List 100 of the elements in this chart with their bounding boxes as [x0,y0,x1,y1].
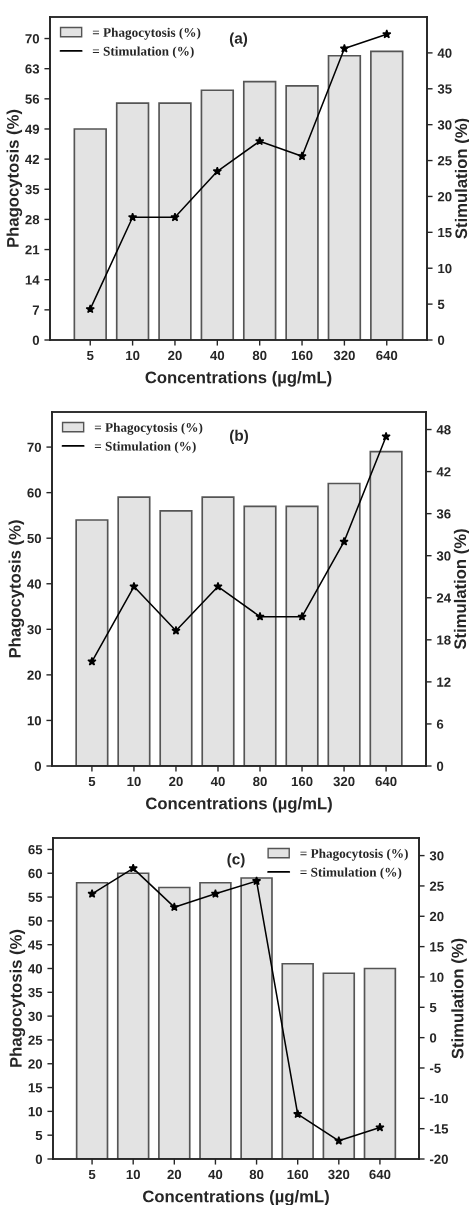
bar [370,50,404,340]
y-tick-label: 50 [27,533,42,544]
point [169,902,179,912]
legend-label: = Phagocytosis (%) [92,27,201,40]
y2-tick-label: 25 [437,156,452,166]
y-tick-label: 63 [25,64,40,74]
y-tick-label: 60 [28,868,43,879]
legend-label: = Phagocytosis (%) [300,848,408,861]
bar [285,85,319,340]
y-tick-label: 70 [25,34,40,44]
y-tick-label: 0 [35,1154,43,1164]
y2-tick-label: 40 [437,48,452,58]
point [170,212,180,222]
bar [327,482,361,766]
point [297,611,307,621]
bar [75,519,109,766]
y2-tick-label: 35 [437,84,452,94]
y2-tick-label: 25 [429,881,444,891]
bar [116,872,150,1159]
bar [285,505,319,766]
x-tick-label: 640 [375,776,397,787]
x-tick-label: 40 [210,776,225,787]
x-tick-label: 640 [369,1169,391,1180]
bar [243,505,277,766]
y2-tick-label: 6 [436,719,444,729]
y-tick-label: 10 [27,716,42,726]
y2-tick-label: 30 [436,551,451,561]
point [251,876,262,886]
y-tick-label: 10 [28,1106,43,1117]
y2-tick-label: 10 [438,263,452,274]
y-tick-label: 14 [25,275,40,285]
y-axis-title: Phagocytosis (%) [6,109,23,247]
y-tick-label: 20 [28,1059,43,1069]
x-axis-title: Concentrations (µg/mL) [143,1190,329,1205]
y-tick-label: 40 [28,964,43,974]
point [212,166,222,176]
x-tick-label: 20 [169,776,183,787]
x-tick-label: 320 [328,1169,350,1180]
point [375,1122,385,1132]
bar [159,510,193,766]
x-tick-label: 10 [126,350,140,361]
x-tick-label: 320 [333,350,355,361]
y-tick-label: 60 [27,488,42,498]
x-tick-label: 5 [88,776,96,787]
bar [201,496,235,766]
bar [115,102,150,340]
y2-tick-label: 24 [436,593,452,603]
legend-label: = Stimulation (%) [300,867,402,880]
legend-label: = Stimulation (%) [94,441,196,454]
point [255,136,265,146]
x-tick-label: 80 [253,776,267,787]
y2-tick-label: 20 [437,192,452,202]
point [334,1135,344,1145]
y-tick-label: 15 [28,1083,43,1093]
y2-tick-label: -10 [429,1093,448,1104]
y2-tick-label: -20 [429,1154,448,1164]
point [339,536,349,546]
y-tick-label: 0 [34,761,42,771]
y-tick-label: 70 [27,442,42,452]
y-axis-title: Phagocytosis (%) [9,929,26,1067]
y2-tick-label: 30 [429,851,444,861]
text: (b) [230,429,248,444]
y2-tick-label: 20 [429,911,444,922]
bar [75,881,109,1159]
text: (c) [227,853,245,868]
y-tick-label: 49 [25,124,40,134]
y-tick-label: 0 [32,335,40,345]
y-axis-title: Phagocytosis (%) [8,520,25,658]
x-tick-label: 40 [210,350,225,361]
point [87,888,97,898]
y2-tick-label: 0 [429,1033,437,1043]
y2-tick-label: 18 [437,635,451,645]
y2-tick-label: 36 [436,509,451,519]
x-tick-label: 640 [376,350,398,361]
bar [363,967,397,1159]
y-tick-label: 65 [28,845,43,855]
y2-axis-title: Stimulation (%) [451,938,467,1059]
point [210,888,221,898]
point [127,212,138,222]
y-tick-label: 5 [35,1130,43,1141]
y-tick-label: 28 [25,214,40,225]
y-tick-label: 56 [25,94,40,104]
point [85,304,95,314]
legend-label: = Phagocytosis (%) [94,422,203,435]
y-tick-label: 45 [28,940,43,950]
x-tick-label: 160 [291,350,313,361]
y2-axis-title: Stimulation (%) [453,529,469,650]
y2-tick-label: 5 [429,1003,437,1013]
y-tick-label: 50 [28,916,43,926]
y-tick-label: 35 [28,987,43,998]
point [297,151,307,161]
y-tick-label: 40 [27,579,42,589]
bar [200,89,235,340]
x-tick-label: 160 [291,776,313,787]
y2-tick-label: 12 [437,677,451,687]
bar [281,962,314,1159]
x-axis-title: Concentrations (µg/mL) [146,797,332,813]
x-tick-label: 10 [127,776,141,787]
bar [322,972,356,1159]
bar [158,886,191,1159]
